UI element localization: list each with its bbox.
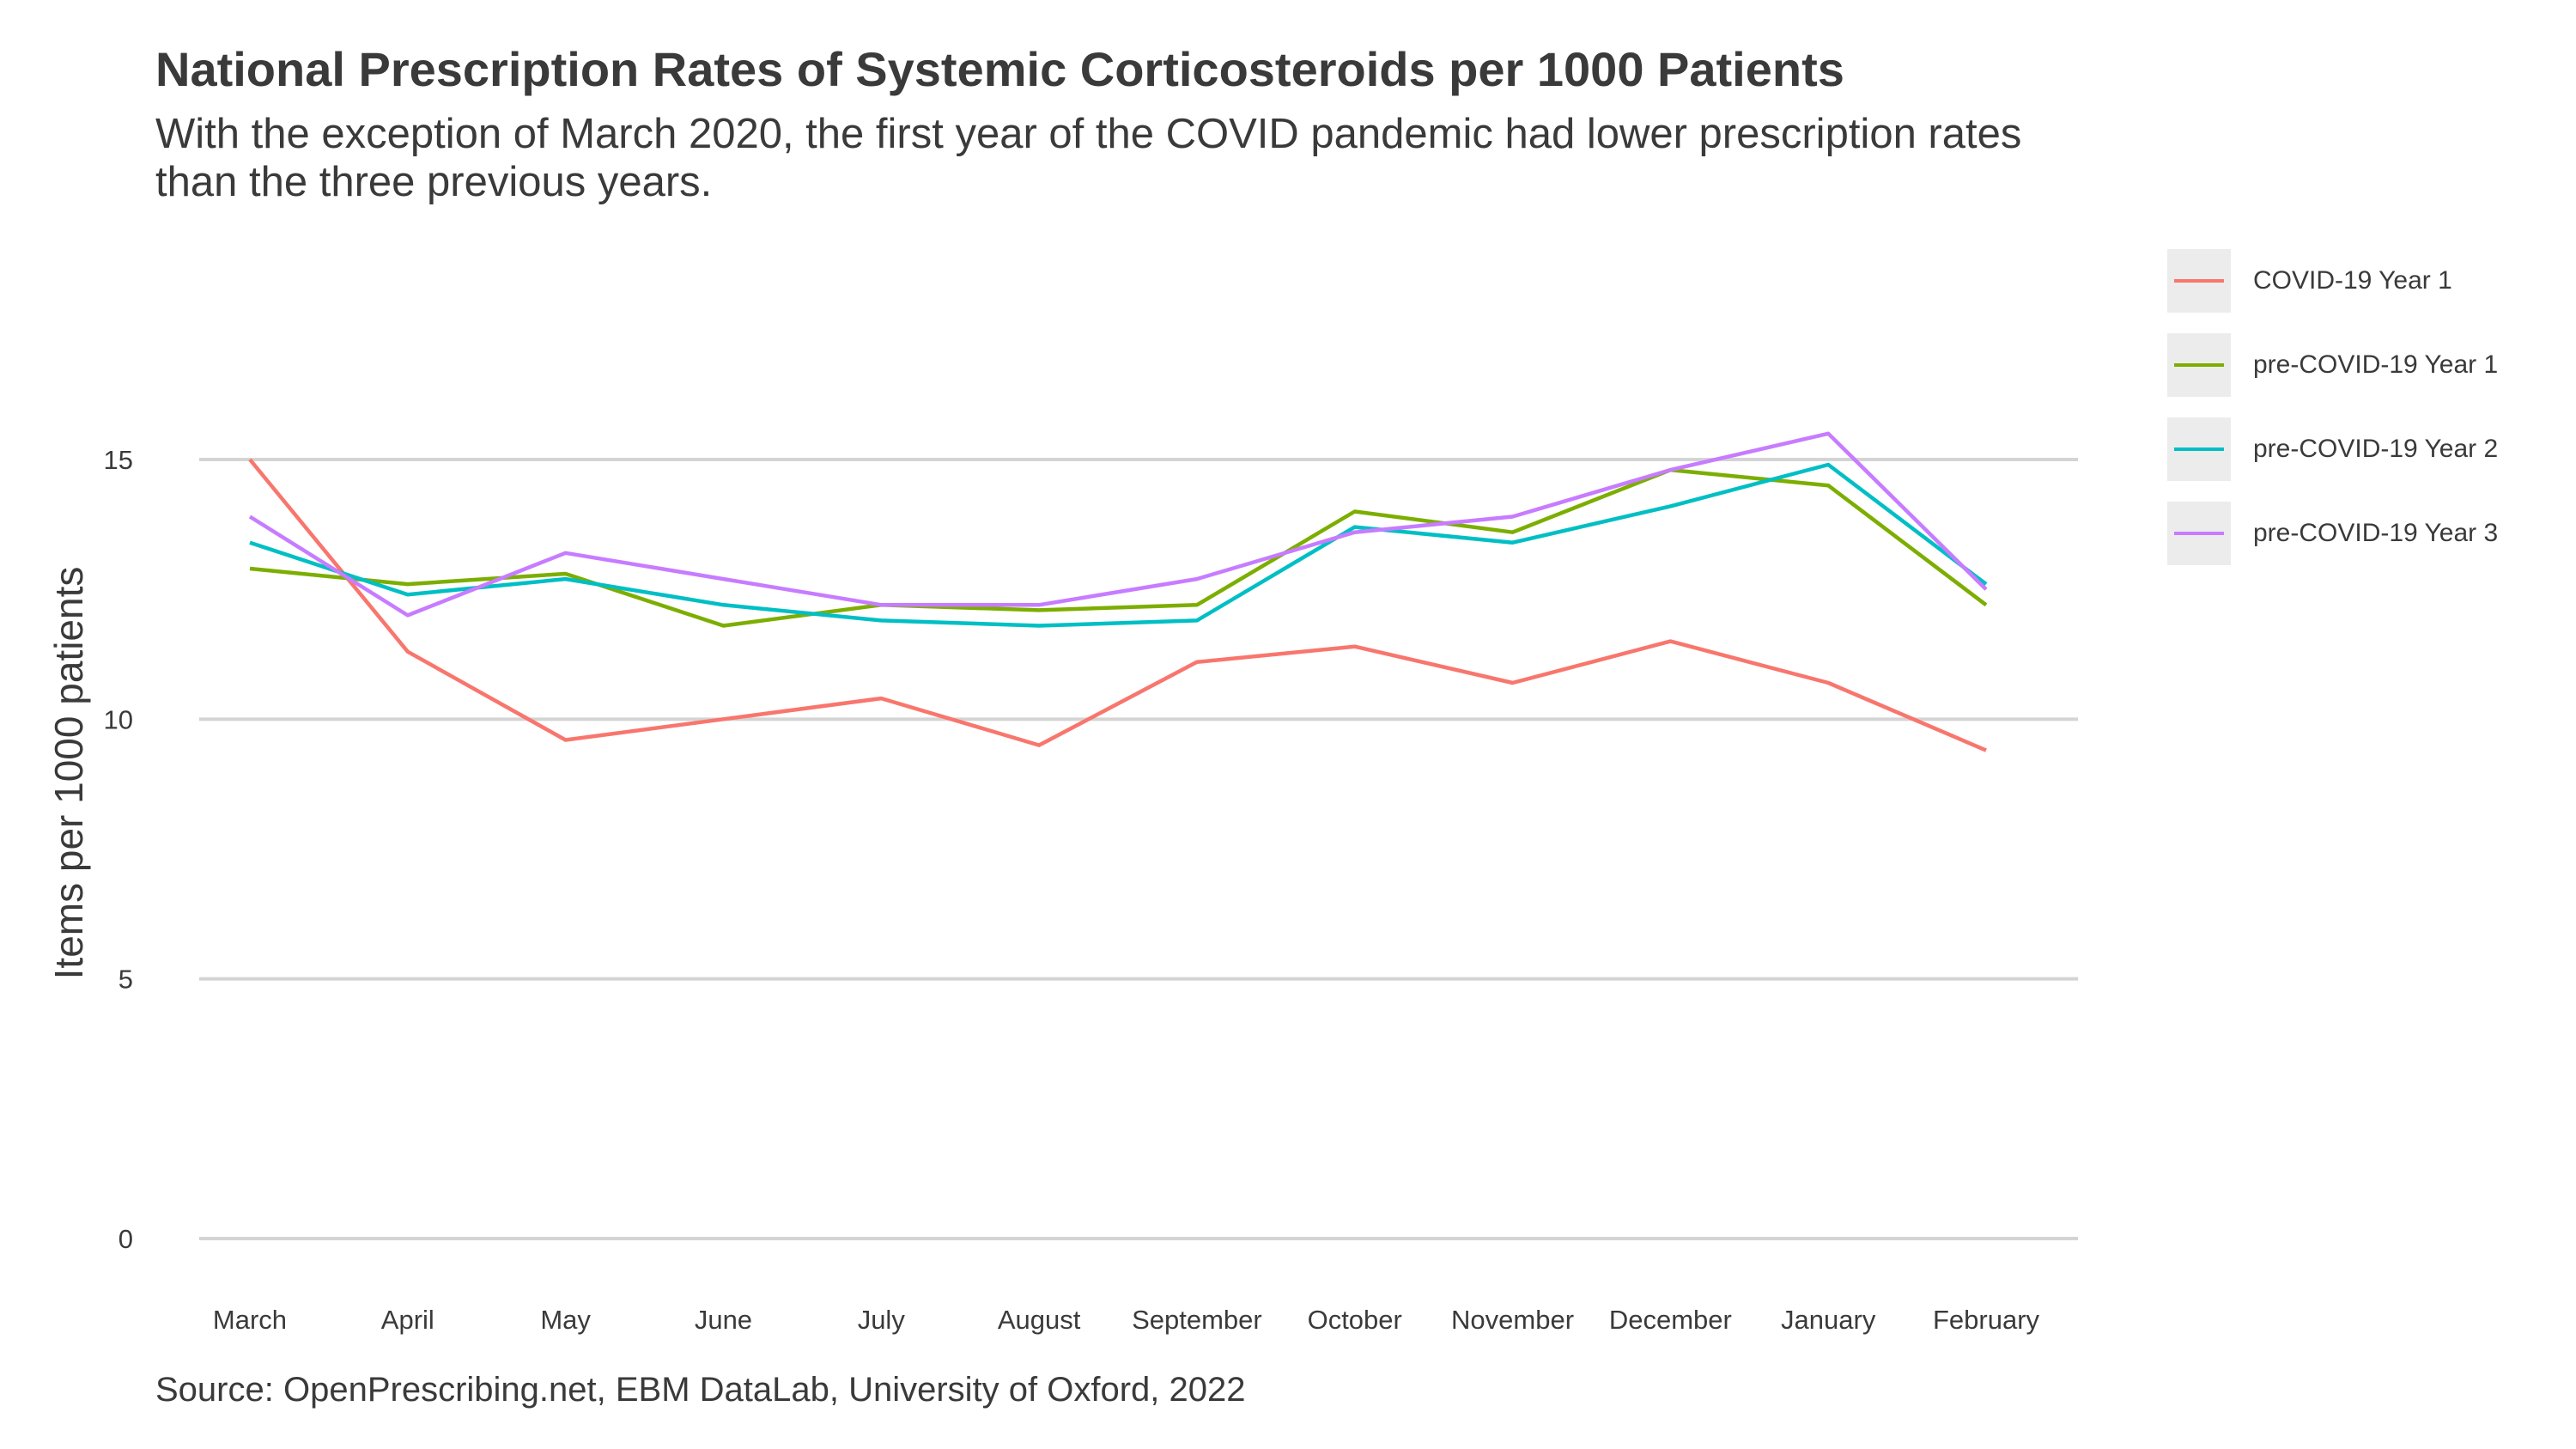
y-tick-labels: 0 5 10 15 (104, 445, 133, 1254)
legend-label: COVID-19 Year 1 (2253, 266, 2452, 295)
y-tick-label: 5 (118, 965, 133, 995)
legend-item: pre-COVID-19 Year 2 (2167, 417, 2498, 481)
x-tick-label: May (540, 1305, 591, 1335)
legend-label: pre-COVID-19 Year 2 (2253, 435, 2499, 463)
legend-label: pre-COVID-19 Year 3 (2253, 519, 2499, 547)
legend-item: pre-COVID-19 Year 1 (2167, 333, 2498, 397)
legend-key (2167, 502, 2231, 565)
x-tick-label: October (1308, 1305, 1402, 1335)
chart-subtitle: With the exception of March 2020, the fi… (155, 111, 2022, 205)
series-line-1 (248, 458, 1987, 752)
x-tick-label: February (1933, 1305, 2040, 1335)
x-tick-label: March (213, 1305, 287, 1335)
legend-key (2167, 417, 2231, 481)
legend-key (2167, 333, 2231, 397)
series-lines (248, 431, 1988, 752)
legend-label: pre-COVID-19 Year 1 (2253, 350, 2499, 379)
x-tick-label: November (1451, 1305, 1574, 1335)
legend: COVID-19 Year 1 pre-COVID-19 Year 1 pre-CO… (2167, 249, 2498, 586)
series-line-2 (249, 467, 1988, 628)
legend-item: pre-COVID-19 Year 3 (2167, 502, 2498, 565)
chart-caption: Source: OpenPrescribing.net, EBM DataLab… (155, 1371, 1246, 1409)
series-line-3 (249, 462, 1988, 628)
chart-title: National Prescription Rates of Systemic … (155, 42, 1844, 96)
x-tick-labels: March April May June July August September Octo… (213, 1305, 2040, 1335)
y-tick-label: 15 (104, 445, 133, 475)
x-tick-label: December (1609, 1305, 1732, 1335)
x-tick-label: June (695, 1305, 752, 1335)
x-tick-label: September (1132, 1305, 1262, 1335)
legend-key (2167, 249, 2231, 313)
y-tick-label: 10 (104, 704, 133, 734)
x-tick-label: July (858, 1305, 906, 1335)
legend-item: COVID-19 Year 1 (2167, 249, 2498, 313)
x-tick-label: April (381, 1305, 434, 1335)
series-line-4 (248, 431, 1988, 618)
x-tick-label: January (1781, 1305, 1876, 1335)
x-tick-label: August (998, 1305, 1081, 1335)
y-tick-label: 0 (118, 1224, 133, 1254)
gridlines (199, 458, 2078, 1240)
